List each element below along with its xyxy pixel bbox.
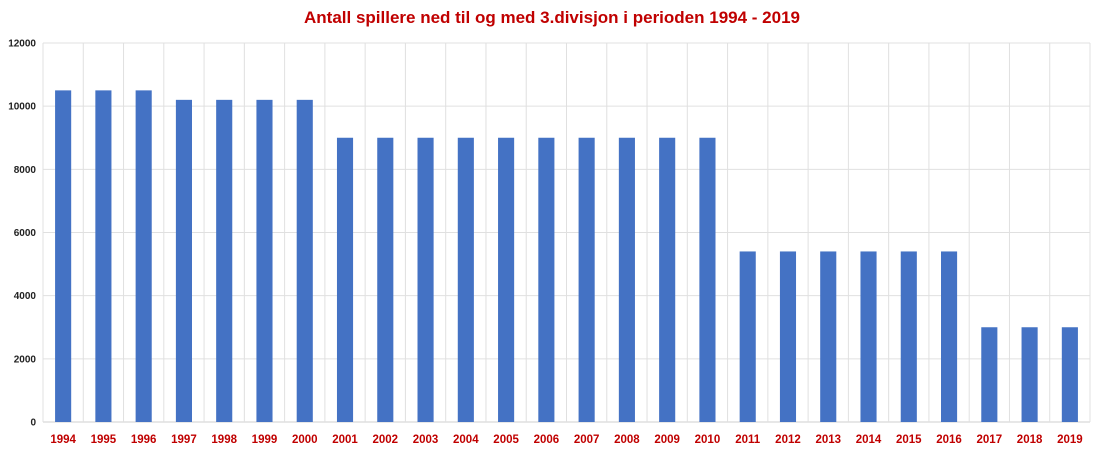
bar-2004 <box>457 137 474 422</box>
chart-title: Antall spillere ned til og med 3.divisjo… <box>304 8 800 27</box>
gridlines <box>42 42 1091 423</box>
x-tick-label: 1995 <box>91 434 117 446</box>
x-tick-label: 2007 <box>574 434 600 446</box>
x-tick-label: 2002 <box>372 434 398 446</box>
bar-2010 <box>699 137 716 422</box>
x-tick-label: 1994 <box>50 434 76 446</box>
x-tick-label: 2015 <box>896 434 922 446</box>
x-tick-label: 2014 <box>856 434 882 446</box>
y-tick-label: 6000 <box>14 228 37 239</box>
bar-2019 <box>1061 327 1078 422</box>
x-tick-label: 2005 <box>493 434 519 446</box>
bars <box>55 90 1078 422</box>
x-tick-label: 1996 <box>131 434 157 446</box>
y-tick-label: 8000 <box>14 165 37 176</box>
x-tick-label: 2012 <box>775 434 801 446</box>
y-tick-label: 10000 <box>8 102 36 113</box>
x-tick-label: 2004 <box>453 434 479 446</box>
y-tick-label: 12000 <box>8 39 36 50</box>
bar-1996 <box>135 90 152 422</box>
bar-2005 <box>498 137 515 422</box>
x-tick-label: 2017 <box>977 434 1003 446</box>
y-tick-label: 0 <box>30 418 36 429</box>
x-axis-ticks: 1994 1995 1996 1997 1998 1999 2000 2001 2002 2003… <box>50 434 1082 446</box>
x-tick-label: 2006 <box>534 434 560 446</box>
x-tick-label: 2003 <box>413 434 439 446</box>
bar-2017 <box>981 327 998 422</box>
y-tick-label: 4000 <box>14 291 37 302</box>
bar-2009 <box>659 137 676 422</box>
bar-2001 <box>336 137 354 422</box>
bar-2012 <box>779 251 797 422</box>
x-tick-label: 2000 <box>292 434 318 446</box>
bar-2000 <box>296 99 313 422</box>
bar-2008 <box>618 137 635 422</box>
x-tick-label: 2008 <box>614 434 640 446</box>
x-tick-label: 2019 <box>1057 434 1083 446</box>
bar-2013 <box>820 251 837 422</box>
bar-2015 <box>900 251 917 422</box>
bar-1997 <box>175 99 192 422</box>
bar-2003 <box>417 137 434 422</box>
x-tick-label: 1997 <box>171 434 197 446</box>
bar-2014 <box>860 251 877 422</box>
x-tick-label: 2001 <box>332 434 358 446</box>
x-tick-label: 2009 <box>654 434 680 446</box>
bar-2018 <box>1021 327 1038 422</box>
bar-2011 <box>739 251 756 422</box>
x-tick-label: 1999 <box>252 434 278 446</box>
bar-2006 <box>538 137 555 422</box>
bar-1999 <box>256 99 273 422</box>
y-axis-ticks: 0 2000 4000 6000 8000 10000 12000 <box>8 39 36 429</box>
x-tick-label: 2018 <box>1017 434 1043 446</box>
y-tick-label: 2000 <box>14 354 37 365</box>
bar-2002 <box>377 137 394 422</box>
x-tick-label: 2013 <box>815 434 841 446</box>
x-tick-label: 2016 <box>936 434 962 446</box>
x-tick-label: 2011 <box>735 434 761 446</box>
bar-1998 <box>216 99 233 422</box>
x-tick-label: 2010 <box>695 434 721 446</box>
bar-2016 <box>941 251 958 422</box>
bar-1995 <box>95 90 112 422</box>
bar-1994 <box>55 90 72 422</box>
bar-2007 <box>578 137 595 422</box>
x-tick-label: 1998 <box>211 434 237 446</box>
